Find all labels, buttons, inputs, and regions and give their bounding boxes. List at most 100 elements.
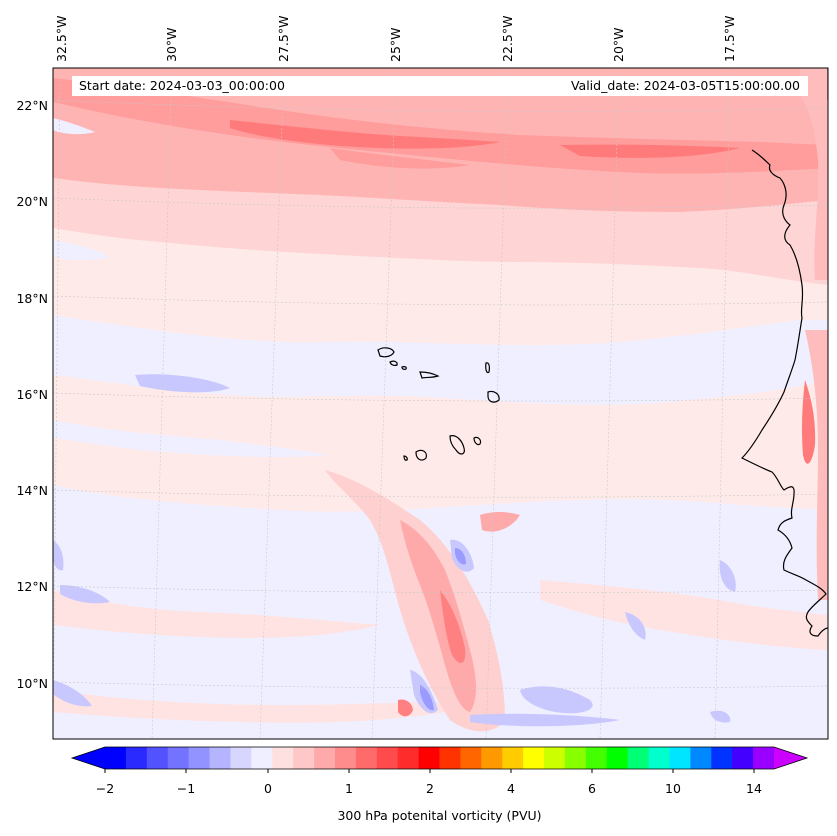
- pv-positive-region: [398, 699, 413, 717]
- colorbar-segment: [314, 747, 336, 769]
- pv-negative-region: [470, 713, 620, 727]
- colorbar-segment: [293, 747, 315, 769]
- coastline: [377, 68, 828, 637]
- start-date-label: Start date: 2024-03-03_00:00:00: [79, 78, 285, 93]
- colorbar-segment: [272, 747, 294, 769]
- colorbar-tick-label: 0: [264, 781, 272, 796]
- pv-positive-region: [400, 520, 476, 712]
- pv-positive-region: [53, 590, 380, 638]
- island-fogo: [415, 449, 427, 461]
- island-santo-antao: [377, 347, 395, 358]
- map-frame: [52, 67, 829, 740]
- colorbar-tick-label: −1: [176, 781, 196, 796]
- pv-negative-region: [60, 585, 110, 604]
- colorbar-segment: [669, 747, 691, 769]
- colorbar-segment: [251, 747, 273, 769]
- african-coastline: [740, 68, 828, 637]
- pv-negative-region: [53, 240, 110, 261]
- graticule: [53, 68, 828, 739]
- pv-negative-region: [455, 548, 466, 565]
- colorbar: [70, 746, 809, 773]
- pv-positive-region: [560, 144, 740, 158]
- lon-label: 30°W: [164, 27, 179, 62]
- pv-negative-region: [625, 612, 646, 640]
- colorbar-segment: [481, 747, 503, 769]
- lat-label: 14°N: [16, 483, 48, 498]
- date-info-box: Start date: 2024-03-03_00:00:00 Valid_da…: [72, 76, 808, 96]
- island-sao-vicente: [389, 360, 398, 366]
- lon-label: 17.5°W: [722, 15, 737, 62]
- colorbar-segment: [648, 747, 670, 769]
- colorbar-under-extension: [72, 747, 105, 769]
- colorbar-segment: [585, 747, 608, 769]
- pv-negative-region: [520, 686, 593, 714]
- colorbar-tick-label: 1: [345, 781, 353, 796]
- lon-label: 25°W: [388, 27, 403, 62]
- pv-negative-region: [710, 710, 731, 723]
- pv-negative-region: [135, 374, 230, 393]
- colorbar-segment: [711, 747, 733, 769]
- colorbar-over-extension: [774, 747, 807, 769]
- colorbar-segment: [397, 747, 420, 769]
- colorbar-tick-label: 10: [665, 781, 681, 796]
- valid-date-label: Valid_date: 2024-03-05T15:00:00.00: [570, 78, 800, 93]
- pv-negative-region: [53, 680, 92, 707]
- pv-field: [53, 68, 828, 739]
- colorbar-segment: [188, 747, 211, 769]
- lat-label: 20°N: [16, 194, 48, 209]
- pv-negative-region: [53, 420, 330, 458]
- island-santiago: [449, 435, 465, 455]
- colorbar-segment: [439, 747, 461, 769]
- pv-negative-region: [53, 540, 64, 571]
- colorbar-segment: [355, 747, 378, 769]
- pv-positive-region: [480, 511, 520, 532]
- colorbar-segment: [167, 747, 190, 769]
- colorbar-segment: [125, 747, 148, 769]
- island-boa-vista: [487, 390, 500, 403]
- pv-positive-region: [440, 590, 466, 664]
- pv-positive-region: [540, 580, 828, 650]
- colorbar-segment: [732, 747, 754, 769]
- pv-negative-region: [719, 560, 736, 592]
- island-sao-nicolau: [419, 371, 440, 379]
- pv-negative-region: [420, 685, 434, 711]
- island-sal: [485, 362, 490, 374]
- lon-label: 27.5°W: [276, 15, 291, 62]
- lat-label: 22°N: [16, 98, 48, 113]
- colorbar-segment: [376, 747, 399, 769]
- colorbar-segment: [230, 747, 252, 769]
- colorbar-segment: [460, 747, 482, 769]
- island-maio: [473, 436, 482, 446]
- colorbar-tick-label: 2: [426, 781, 434, 796]
- colorbar-segment: [523, 747, 545, 769]
- colorbar-segment: [753, 747, 775, 769]
- lon-label: 22.5°W: [500, 15, 515, 62]
- pv-negative-region: [53, 315, 828, 405]
- colorbar-tick-label: 4: [507, 781, 515, 796]
- colorbar-tick-label: 6: [588, 781, 596, 796]
- colorbar-segment: [334, 747, 357, 769]
- lat-label: 18°N: [16, 291, 48, 306]
- colorbar-segment: [606, 747, 629, 769]
- island-brava: [403, 455, 408, 461]
- colorbar-segment: [544, 747, 566, 769]
- colorbar-segment: [690, 747, 712, 769]
- lon-label: 20°W: [611, 27, 626, 62]
- pv-positive-region: [230, 120, 500, 149]
- pv-positive-region: [805, 330, 828, 600]
- lat-label: 16°N: [16, 387, 48, 402]
- colorbar-segment: [502, 747, 524, 769]
- pv-negative-region: [53, 118, 95, 135]
- colorbar-segment: [627, 747, 650, 769]
- colorbar-title: 300 hPa potenital vorticity (PVU): [337, 808, 542, 823]
- lat-label: 10°N: [16, 676, 48, 691]
- colorbar-segment: [418, 747, 440, 769]
- lat-label: 12°N: [16, 579, 48, 594]
- lon-label: 32.5°W: [54, 15, 69, 62]
- colorbar-tick-label: 14: [746, 781, 762, 796]
- pv-positive-region: [800, 68, 828, 280]
- pv-positive-region: [801, 380, 816, 464]
- colorbar-segment: [564, 747, 587, 769]
- island-santa-luzia: [401, 366, 407, 370]
- colorbar-segment: [105, 747, 127, 769]
